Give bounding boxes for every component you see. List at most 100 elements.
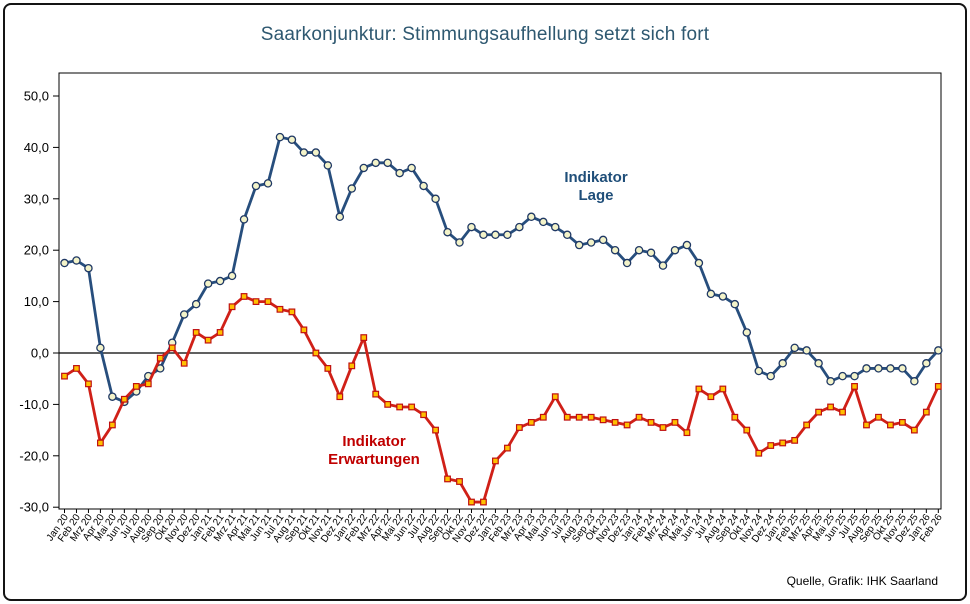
lage-data-point — [527, 212, 536, 222]
erwartungen-data-point — [240, 293, 248, 300]
erwartungen-data-point — [815, 408, 823, 416]
erwartungen-data-point — [803, 421, 811, 429]
lage-data-point — [479, 230, 488, 240]
y-tick-label: 40,0 — [24, 140, 49, 155]
lage-data-point — [754, 366, 764, 376]
source-credit: Quelle, Grafik: IHK Saarland — [786, 574, 938, 588]
erwartungen-data-point — [336, 393, 344, 401]
erwartungen-data-point — [755, 449, 763, 457]
lage-data-point — [646, 248, 656, 258]
erwartungen-data-point — [515, 424, 523, 431]
erwartungen-data-point — [623, 421, 631, 429]
erwartungen-data-point — [767, 442, 775, 449]
series-label-lage: Indikator Lage — [564, 169, 628, 205]
lage-data-point — [682, 240, 692, 250]
y-tick-label: 20,0 — [24, 243, 49, 258]
lage-data-point — [766, 371, 775, 381]
erwartungen-data-point — [659, 424, 667, 431]
erwartungen-data-point — [276, 305, 284, 313]
erwartungen-data-point — [898, 418, 906, 426]
lage-data-point — [263, 179, 273, 188]
erwartungen-data-point — [420, 411, 427, 419]
lage-data-point — [598, 235, 608, 245]
lage-data-point — [299, 148, 309, 157]
lage-data-point — [898, 364, 907, 373]
erwartungen-line — [63, 295, 940, 504]
erwartungen-data-point — [73, 365, 80, 372]
series-label-erwartungen: Indikator Erwartungen — [328, 433, 420, 469]
erwartungen-data-point — [599, 416, 607, 424]
erwartungen-data-point — [647, 418, 655, 426]
erwartungen-data-point — [480, 498, 487, 506]
lage-data-point — [562, 230, 572, 240]
erwartungen-data-point — [312, 349, 320, 357]
lage-data-point — [72, 256, 81, 265]
erwartungen-data-point — [120, 395, 128, 403]
erwartungen-data-point — [288, 308, 296, 316]
lage-data-point — [778, 359, 787, 368]
lage-data-point — [551, 222, 560, 232]
erwartungen-data-point — [156, 354, 164, 362]
lage-data-point — [574, 240, 584, 250]
erwartungen-data-point — [384, 401, 392, 408]
erwartungen-data-point — [743, 426, 751, 434]
y-tick-label: -30,0 — [19, 500, 49, 515]
erwartungen-data-point — [348, 362, 356, 370]
lage-data-point — [359, 163, 368, 173]
lage-data-point — [251, 181, 261, 191]
erwartungen-data-point — [827, 403, 834, 411]
lage-data-point — [335, 212, 345, 222]
erwartungen-data-point — [875, 413, 882, 421]
lage-data-point — [323, 161, 333, 170]
lage-data-point — [443, 227, 452, 237]
lage-data-point — [96, 343, 105, 353]
y-tick-label: -20,0 — [19, 448, 49, 463]
erwartungen-data-point — [108, 421, 116, 429]
erwartungen-data-point — [563, 413, 571, 421]
erwartungen-data-point — [432, 426, 439, 434]
erwartungen-data-point — [85, 380, 92, 388]
y-tick-label: 0,0 — [31, 346, 49, 361]
erwartungen-data-point — [683, 429, 691, 437]
lage-data-point — [191, 299, 201, 309]
lage-data-point — [239, 215, 249, 224]
lage-data-point — [730, 299, 740, 309]
erwartungen-data-point — [300, 326, 308, 334]
lage-data-point — [706, 289, 716, 299]
lage-data-point — [503, 230, 512, 240]
erwartungen-data-point — [61, 372, 68, 380]
erwartungen-data-point — [264, 298, 272, 305]
erwartungen-data-point — [731, 413, 739, 421]
lage-data-point — [84, 263, 93, 273]
lage-data-point — [407, 163, 416, 173]
erwartungen-data-point — [575, 413, 583, 421]
erwartungen-data-point — [707, 393, 715, 401]
erwartungen-data-point — [611, 418, 619, 426]
erwartungen-data-point — [887, 421, 894, 429]
erwartungen-data-point — [468, 498, 475, 506]
erwartungen-data-point — [492, 457, 499, 465]
lage-data-point — [287, 135, 297, 144]
erwartungen-data-point — [372, 390, 380, 398]
lage-data-point — [814, 359, 823, 368]
erwartungen-data-point — [360, 334, 368, 341]
lage-data-point — [227, 271, 237, 281]
lage-data-point — [610, 245, 620, 255]
lage-data-point — [910, 377, 919, 386]
lage-data-point — [826, 377, 835, 386]
lage-data-point — [215, 276, 225, 286]
lage-data-point — [515, 222, 524, 232]
erwartungen-data-point — [551, 393, 559, 401]
erwartungen-data-point — [910, 426, 918, 434]
lage-data-point — [838, 371, 847, 381]
lage-data-point — [694, 258, 704, 268]
erwartungen-data-point — [97, 439, 104, 447]
erwartungen-data-point — [180, 359, 188, 367]
lage-data-point — [467, 222, 476, 232]
erwartungen-data-point — [456, 478, 463, 485]
erwartungen-data-point — [839, 408, 846, 416]
erwartungen-data-point — [922, 408, 930, 416]
erwartungen-data-point — [695, 385, 703, 393]
